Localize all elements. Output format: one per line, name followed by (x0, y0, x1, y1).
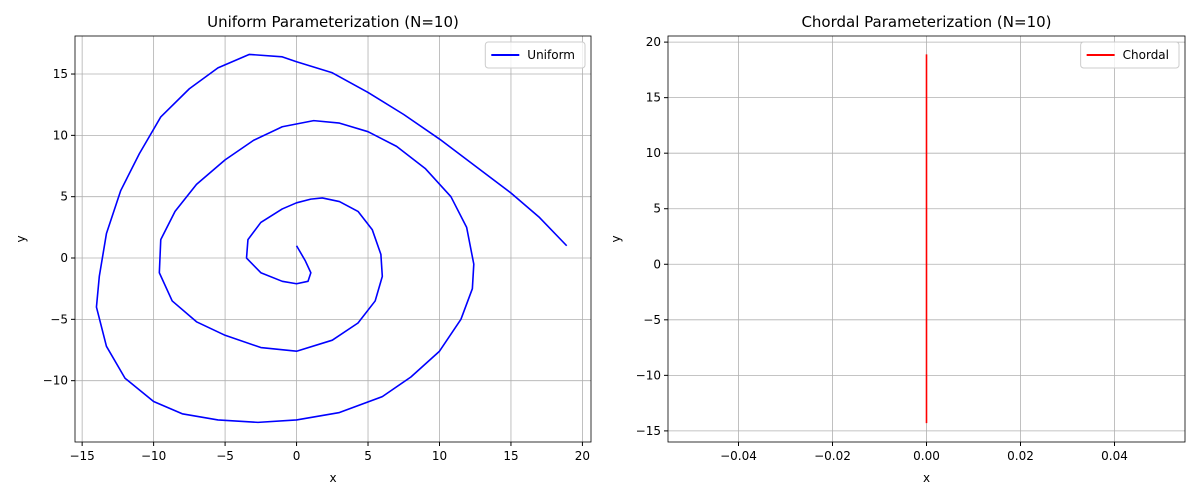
y-tick-label: −5 (50, 312, 68, 326)
y-tick-label: 15 (646, 91, 661, 105)
x-axis-label: x (329, 471, 336, 485)
y-tick-label: 10 (53, 128, 68, 142)
x-tick-label: −10 (141, 449, 166, 463)
y-tick-label: 5 (60, 190, 68, 204)
y-tick-label: −5 (643, 313, 661, 327)
plot-frame (74, 35, 592, 443)
y-tick-label: −10 (43, 374, 68, 388)
x-tick-label: −15 (69, 449, 94, 463)
y-tick-label: 0 (653, 257, 661, 271)
x-tick-label: 0 (293, 449, 301, 463)
y-tick-label: 15 (53, 67, 68, 81)
x-axis-label: x (923, 471, 930, 485)
y-tick-label: 20 (646, 35, 661, 49)
legend-box (1080, 41, 1180, 69)
x-tick-label: 0.00 (913, 449, 940, 463)
y-tick-label: −15 (636, 424, 661, 438)
x-tick-label: 10 (432, 449, 447, 463)
y-axis-label: y (609, 235, 623, 242)
data-line (95, 53, 568, 424)
plot-frame (667, 35, 1186, 443)
subplot: −0.04 −0.02 0.00 0.02 0.04 −15 −10 −5 0 5 10 15 20 Ch… (609, 13, 1186, 485)
legend-label: Chordal (1123, 48, 1169, 62)
x-tick-label: 15 (503, 449, 518, 463)
x-tick-label: 0.04 (1101, 449, 1128, 463)
y-tick-label: 0 (60, 251, 68, 265)
x-tick-label: 5 (364, 449, 372, 463)
legend-label: Uniform (527, 48, 575, 62)
legend: Uniform (484, 41, 586, 69)
x-tick-label: 0.02 (1007, 449, 1034, 463)
legend-box (484, 41, 586, 69)
y-tick-label: −10 (636, 368, 661, 382)
subplot: −15 −10 −5 0 5 10 15 20 −10 −5 0 5 10 15 Uniform Param… (14, 13, 592, 485)
x-tick-label: −0.04 (720, 449, 757, 463)
chart-title: Chordal Parameterization (N=10) (801, 13, 1051, 31)
y-tick-label: 10 (646, 146, 661, 160)
chart-title: Uniform Parameterization (N=10) (207, 13, 459, 31)
x-tick-label: 20 (575, 449, 590, 463)
y-axis-label: y (14, 235, 28, 242)
legend: Chordal (1080, 41, 1180, 69)
x-tick-label: −5 (216, 449, 234, 463)
y-tick-label: 5 (653, 202, 661, 216)
x-tick-label: −0.02 (814, 449, 851, 463)
